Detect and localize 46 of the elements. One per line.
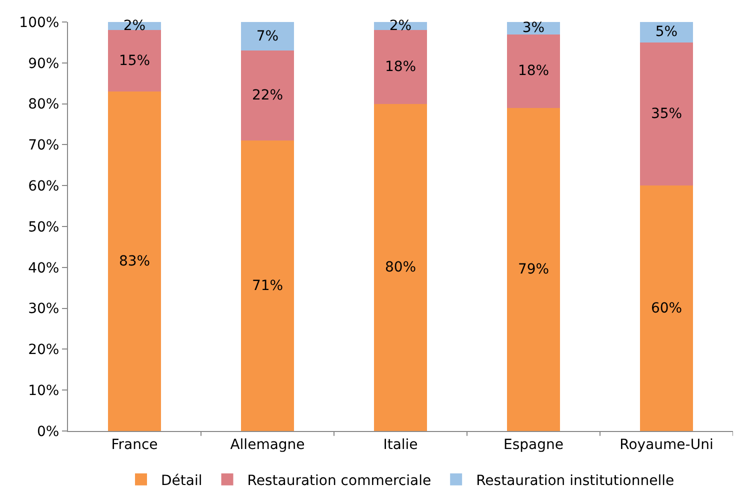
data-label: 22% bbox=[252, 88, 284, 104]
legend-label: Restauration commerciale bbox=[247, 472, 432, 489]
data-label: 3% bbox=[522, 20, 545, 36]
data-label: 2% bbox=[389, 18, 412, 34]
data-label: 80% bbox=[384, 259, 416, 276]
y-tick-label: 10% bbox=[28, 383, 60, 399]
data-label: 15% bbox=[118, 52, 150, 69]
bar bbox=[374, 104, 428, 431]
bar bbox=[108, 92, 162, 431]
bar bbox=[640, 22, 694, 42]
legend-label: Détail bbox=[161, 472, 202, 489]
bar bbox=[640, 186, 694, 431]
data-label: 7% bbox=[256, 28, 279, 44]
y-tick-label: 20% bbox=[28, 342, 60, 358]
bar bbox=[240, 50, 294, 141]
bar bbox=[374, 30, 428, 104]
x-tick-label: Italie bbox=[383, 436, 418, 453]
data-label: 35% bbox=[650, 106, 682, 122]
bar bbox=[506, 108, 560, 431]
data-label: 71% bbox=[252, 278, 284, 294]
data-label: 83% bbox=[118, 253, 150, 270]
y-tick-label: 80% bbox=[28, 96, 60, 113]
y-tick-label: 50% bbox=[28, 219, 60, 236]
data-label: 18% bbox=[384, 58, 416, 75]
y-tick-label: 40% bbox=[28, 260, 60, 276]
bar bbox=[506, 34, 560, 108]
data-label: 60% bbox=[650, 300, 682, 316]
legend-label: Restauration institutionnelle bbox=[476, 472, 674, 489]
bar bbox=[240, 22, 294, 51]
y-tick-label: 30% bbox=[28, 301, 60, 318]
x-tick-label: Allemagne bbox=[230, 436, 305, 453]
y-tick-label: 90% bbox=[28, 56, 60, 72]
x-tick-label: Royaume-Uni bbox=[620, 436, 714, 453]
data-label: 79% bbox=[518, 261, 550, 278]
bar bbox=[108, 30, 162, 92]
x-tick-label: Espagne bbox=[504, 436, 564, 453]
data-label: 18% bbox=[518, 63, 550, 80]
bar bbox=[240, 140, 294, 431]
y-tick-label: 100% bbox=[19, 14, 60, 31]
y-tick-label: 60% bbox=[28, 178, 60, 194]
y-tick-label: 70% bbox=[28, 138, 60, 154]
y-tick-label: 0% bbox=[36, 424, 60, 440]
x-tick-label: France bbox=[111, 436, 158, 453]
data-label: 2% bbox=[123, 18, 146, 34]
data-label: 5% bbox=[655, 24, 678, 40]
bar bbox=[640, 42, 694, 186]
